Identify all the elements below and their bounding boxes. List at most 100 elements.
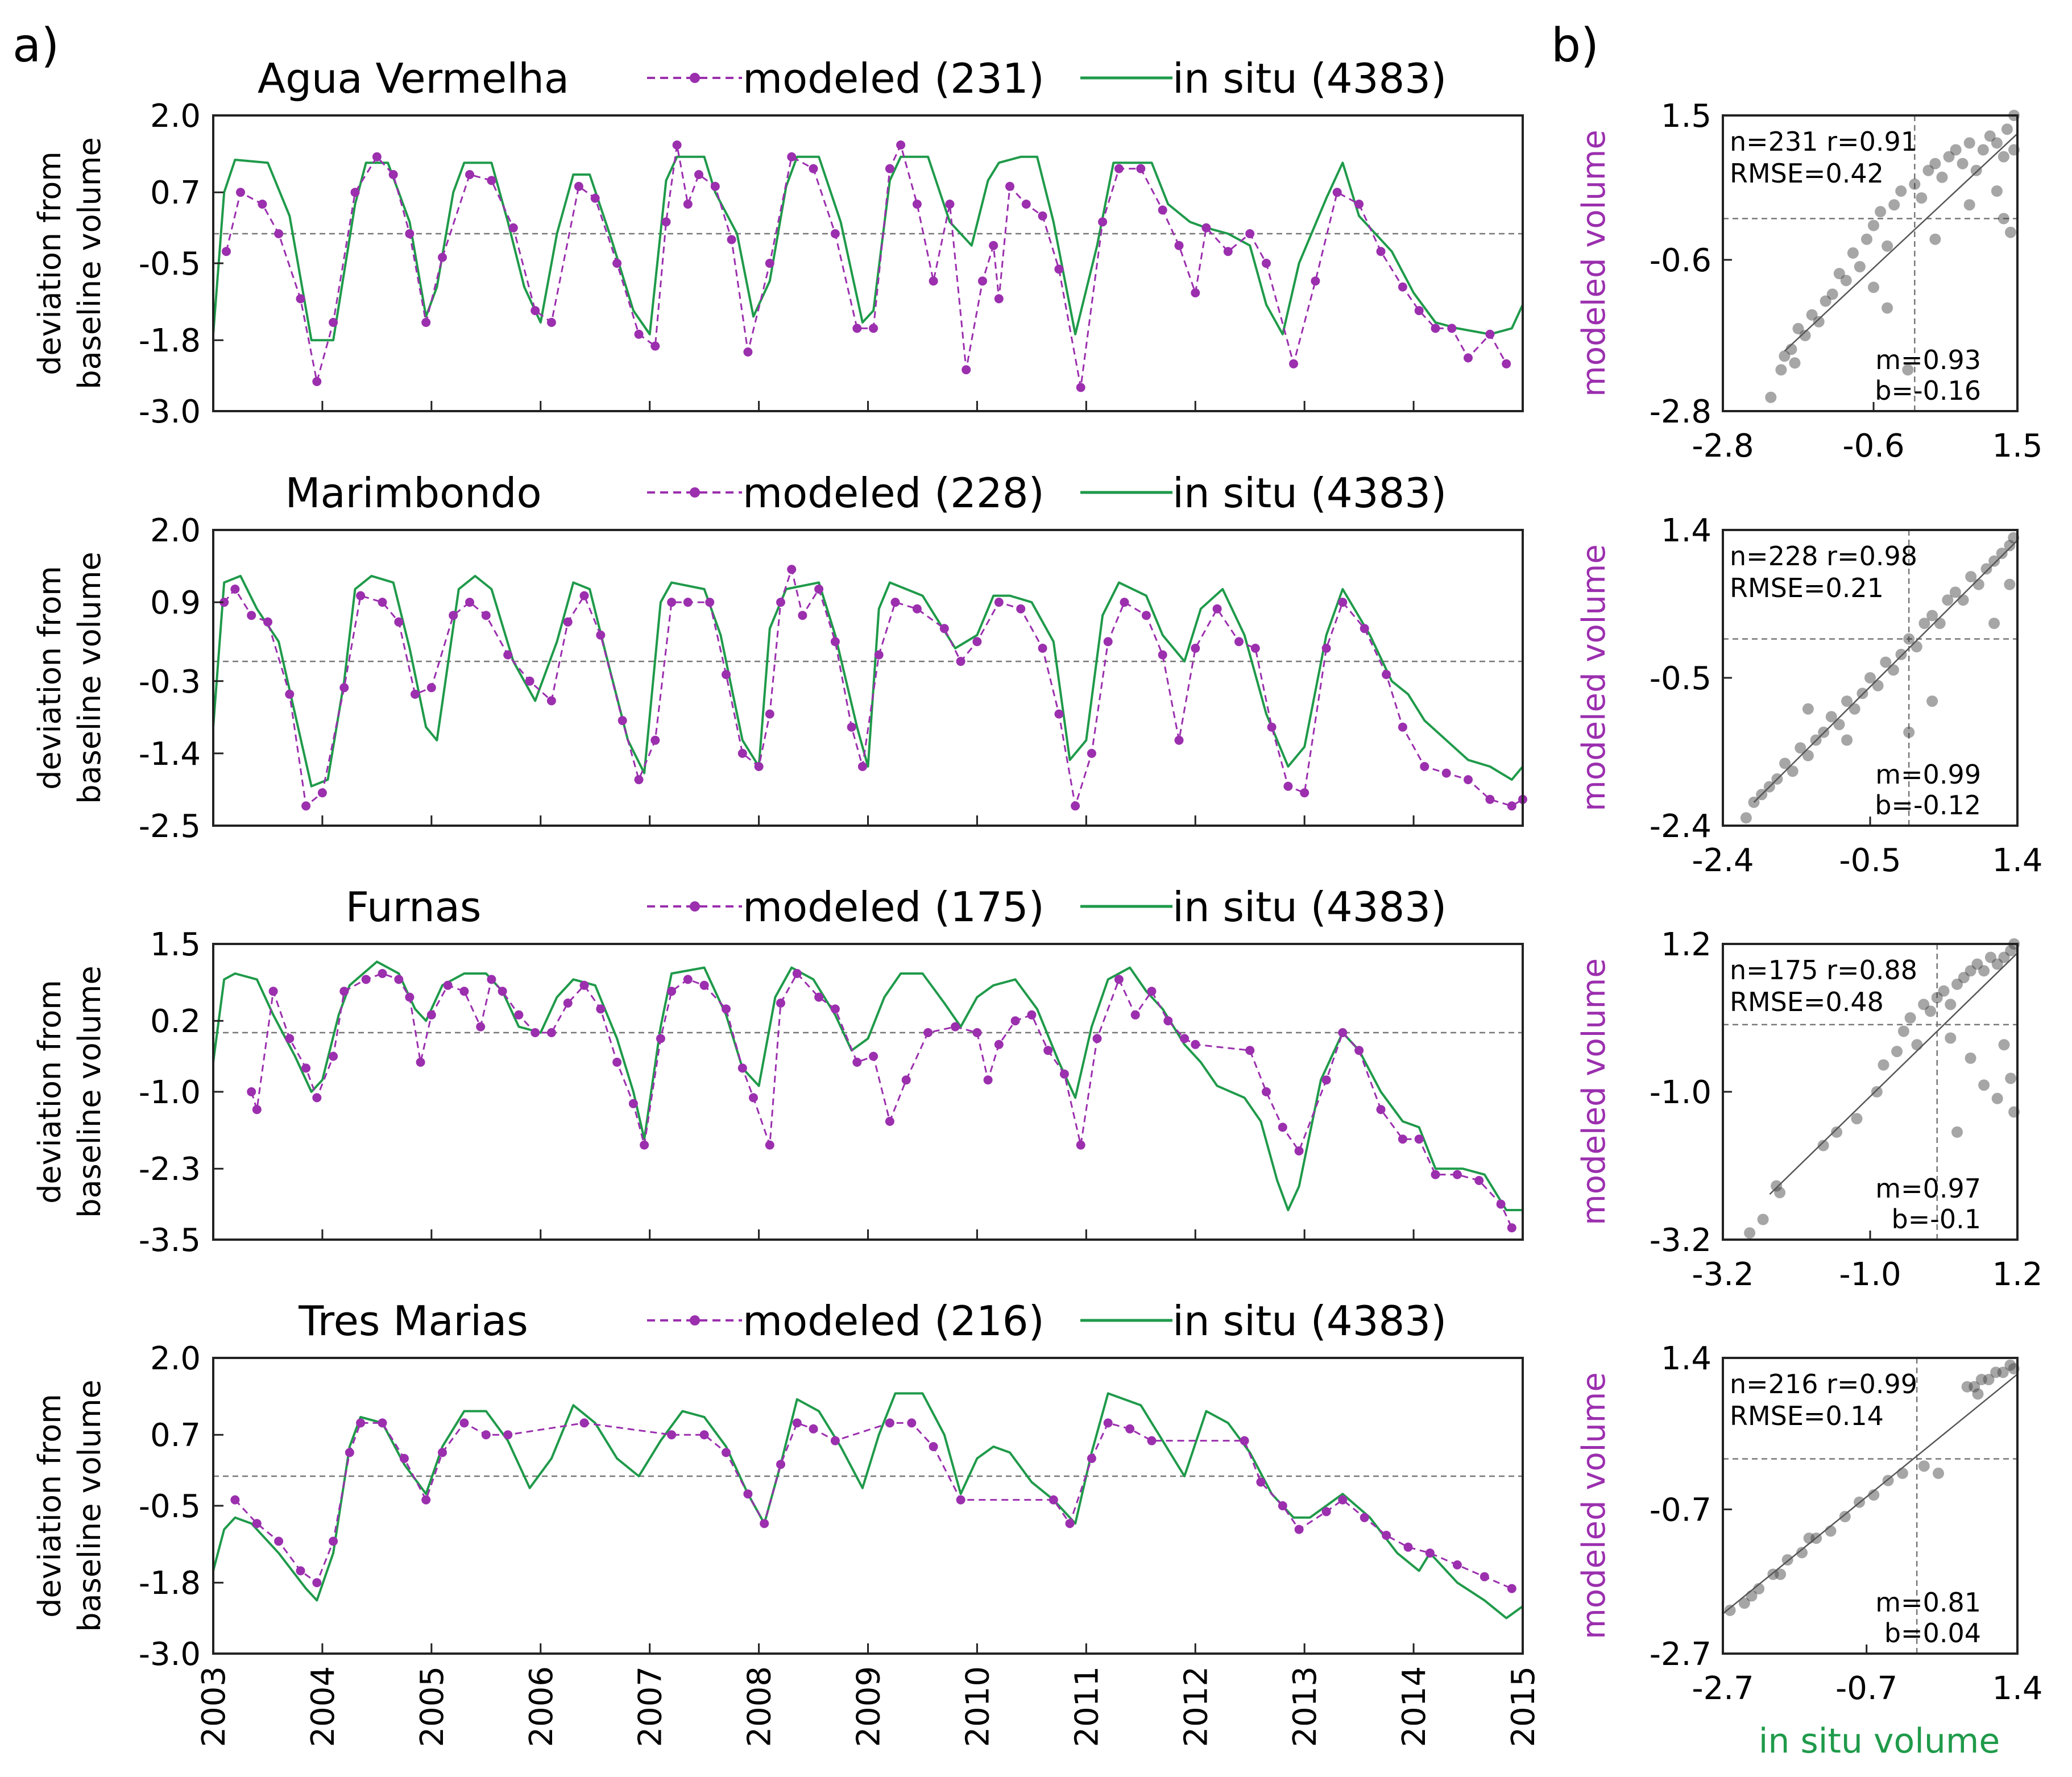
modeled-point [699, 1430, 709, 1440]
modeled-point [230, 1495, 240, 1505]
modeled-point [945, 200, 955, 209]
x-tick-label-year: 2008 [741, 1666, 778, 1747]
legend-modeled-marker [690, 73, 700, 83]
scatter-y-axis-label: modeled volume [1576, 130, 1613, 397]
scatter-point [1977, 144, 1989, 156]
scatter-point [1840, 275, 1852, 287]
modeled-point [574, 181, 583, 191]
modeled-point [727, 235, 736, 245]
modeled-point [830, 1004, 840, 1014]
modeled-point [1420, 762, 1429, 771]
scatter-furnas: 1.2 -1.0 -3.2-3.2 -1.0 1.2 n=175 r=0.88RMSE=0… [1576, 926, 2043, 1293]
modeled-point [787, 565, 797, 574]
modeled-point [1452, 1170, 1462, 1179]
modeled-point [1114, 975, 1124, 984]
y-axis-label: deviation from baseline volume [32, 137, 107, 389]
modeled-point [1054, 264, 1064, 274]
scatter-point [1916, 192, 1928, 204]
modeled-point [449, 611, 458, 620]
stat-slope: m=0.97 [1875, 1173, 1981, 1204]
modeled-point [1283, 781, 1293, 791]
modeled-point [737, 748, 747, 758]
modeled-point [361, 975, 371, 984]
scatter-point [1740, 812, 1752, 824]
modeled-point [1289, 359, 1298, 368]
x-tick-label-year: 2007 [632, 1666, 669, 1747]
modeled-series [250, 972, 1513, 1228]
modeled-point [426, 683, 436, 693]
modeled-point [1354, 200, 1364, 209]
modeled-point [247, 611, 256, 620]
modeled-point [1294, 1146, 1304, 1155]
modeled-point [901, 1075, 911, 1085]
scatter-point [1861, 233, 1872, 245]
stat-rmse: RMSE=0.48 [1730, 987, 1884, 1017]
modeled-point [1360, 624, 1369, 633]
scatter-point [1975, 1374, 1987, 1385]
scatter-point [1753, 1583, 1765, 1594]
modeled-point [252, 1105, 262, 1115]
modeled-point [1425, 1548, 1435, 1558]
modeled-point [951, 1022, 960, 1032]
modeled-point [1043, 1046, 1053, 1055]
modeled-point [219, 598, 229, 607]
y-tick-label: 1.5 [150, 926, 201, 963]
modeled-point [994, 598, 1004, 607]
scatter-point [2005, 226, 2016, 238]
y-tick-label: -2.8 [1650, 393, 1712, 430]
y-tick-label: -0.7 [1650, 1492, 1712, 1529]
modeled-point [579, 591, 589, 600]
modeled-point [672, 140, 682, 150]
scatter-point [1961, 1381, 1973, 1393]
modeled-point [296, 294, 305, 304]
modeled-point [978, 276, 987, 286]
scatter-x-axis-label: in situ volume [1759, 1721, 2000, 1761]
legend-in-situ-label: in situ (4383) [1172, 469, 1447, 517]
scatter-point [1931, 992, 1943, 1004]
modeled-point [1447, 324, 1457, 333]
modeled-point [388, 170, 398, 179]
legend-modeled-label: modeled (228) [743, 469, 1045, 517]
scatter-point [1903, 633, 1915, 645]
modeled-point [1071, 801, 1080, 811]
scatter-point [2004, 578, 2016, 590]
modeled-point [656, 1034, 665, 1043]
modeled-point [1191, 644, 1200, 653]
modeled-point [1485, 794, 1495, 804]
modeled-point [378, 598, 387, 607]
x-tick-label-year: 2015 [1505, 1666, 1542, 1747]
legend-modeled-label: modeled (231) [743, 55, 1045, 102]
scatter-point [1771, 1180, 1783, 1192]
modeled-point [694, 170, 703, 179]
x-tick-label: -0.7 [1835, 1670, 1897, 1707]
legend-modeled-marker [690, 901, 700, 912]
scatter-point [1918, 999, 1930, 1010]
modeled-point [814, 585, 824, 594]
scatter-point [1820, 295, 1831, 307]
y-tick-label: 0.9 [150, 585, 201, 622]
stat-rmse: RMSE=0.14 [1730, 1401, 1884, 1431]
stat-n-r: n=216 r=0.99 [1730, 1369, 1917, 1399]
modeled-point [683, 598, 693, 607]
modeled-point [907, 1418, 917, 1428]
modeled-series [234, 1422, 1512, 1589]
modeled-point [312, 1093, 322, 1103]
modeled-point [525, 676, 534, 686]
modeled-point [1441, 768, 1451, 778]
scatter-point [1787, 765, 1799, 777]
scatter-agua-vermelha: 1.5 -0.6 -2.8-2.8 -0.6 1.5 n=231 r=0.91RMSE=0… [1576, 98, 2043, 465]
modeled-point [405, 229, 415, 238]
modeled-point [1250, 644, 1260, 653]
y-tick-label: 1.4 [1661, 1340, 1712, 1377]
modeled-point [1321, 1075, 1331, 1085]
scatter-point [1936, 171, 1948, 183]
modeled-point [1338, 598, 1348, 607]
scatter-point [1792, 322, 1804, 334]
scatter-point [1854, 261, 1866, 272]
scatter-point [1796, 1547, 1808, 1559]
modeled-point [634, 329, 644, 339]
scatter-point [1942, 594, 1954, 606]
modeled-point [1174, 735, 1184, 745]
modeled-point [421, 1495, 431, 1505]
